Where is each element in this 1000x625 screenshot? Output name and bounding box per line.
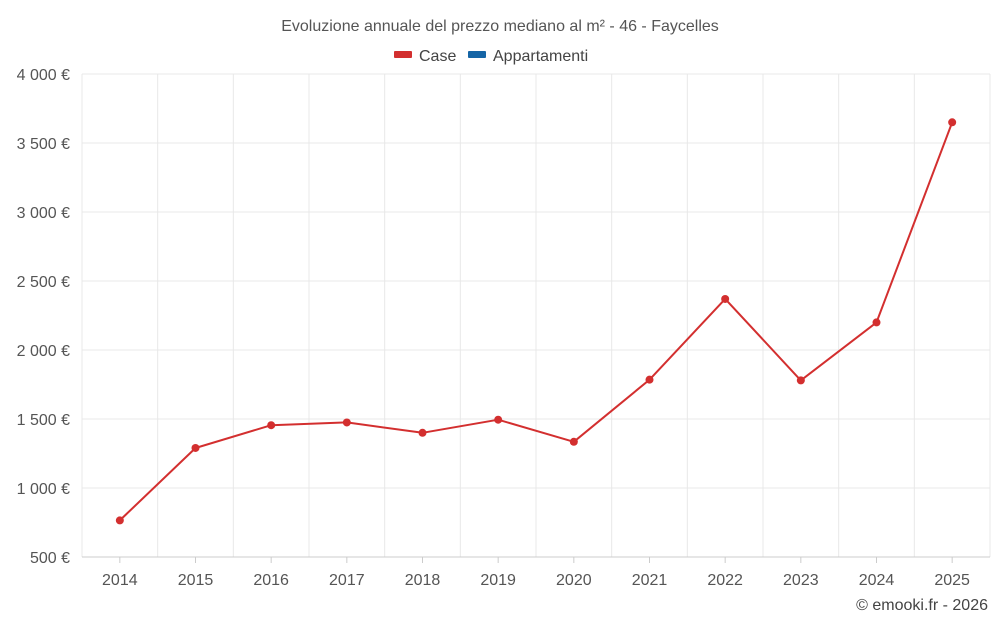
x-tick-label: 2020 <box>556 572 592 589</box>
y-tick-label: 3 500 € <box>17 136 70 153</box>
y-axis-ticks: 500 € 1 000 € 1 500 € 2 000 € 2 500 € 3 000 €… <box>17 67 70 567</box>
x-tick-label: 2015 <box>178 572 214 589</box>
legend-label-case: Case <box>419 48 456 65</box>
y-tick-label: 2 500 € <box>17 274 70 291</box>
y-tick-label: 500 € <box>30 550 70 567</box>
series-line-case <box>119 121 954 522</box>
data-point[interactable] <box>796 376 805 385</box>
y-tick-label: 4 000 € <box>17 67 70 84</box>
legend-swatch-case <box>394 51 412 58</box>
legend-swatch-appartamenti <box>468 51 486 58</box>
x-tick-label: 2017 <box>329 572 365 589</box>
data-point[interactable] <box>342 418 351 427</box>
x-tick-label: 2024 <box>859 572 895 589</box>
data-point[interactable] <box>494 415 503 424</box>
data-point[interactable] <box>191 443 200 452</box>
y-tick-label: 3 000 € <box>17 205 70 222</box>
x-tick-label: 2023 <box>783 572 819 589</box>
data-point[interactable] <box>115 516 124 525</box>
legend-item-case[interactable]: Case <box>394 48 456 65</box>
chart-title: Evoluzione annuale del prezzo mediano al… <box>281 18 719 35</box>
data-point[interactable] <box>645 375 654 384</box>
data-point[interactable] <box>872 318 881 327</box>
x-tick-label: 2018 <box>405 572 441 589</box>
x-tick-label: 2014 <box>102 572 138 589</box>
y-tick-label: 1 500 € <box>17 412 70 429</box>
x-tick-label: 2021 <box>632 572 668 589</box>
credit-text: © emooki.fr - 2026 <box>856 597 988 614</box>
x-gridlines <box>81 74 991 557</box>
data-point[interactable] <box>418 428 427 437</box>
data-point[interactable] <box>721 294 730 303</box>
x-tick-label: 2019 <box>480 572 516 589</box>
x-tick-label: 2016 <box>253 572 289 589</box>
legend-label-appartamenti: Appartamenti <box>493 48 588 65</box>
series-lines <box>115 118 957 525</box>
data-point[interactable] <box>569 437 578 446</box>
data-point[interactable] <box>267 421 276 430</box>
x-axis <box>82 556 990 563</box>
data-point[interactable] <box>948 118 957 127</box>
y-tick-label: 2 000 € <box>17 343 70 360</box>
legend-item-appartamenti[interactable]: Appartamenti <box>468 48 588 65</box>
x-axis-ticks: 2014 2015 2016 2017 2018 2019 2020 2021 2022 2023… <box>102 572 970 589</box>
y-tick-label: 1 000 € <box>17 481 70 498</box>
x-tick-label: 2022 <box>707 572 743 589</box>
legend: Case Appartamenti <box>394 48 588 65</box>
x-tick-label: 2025 <box>934 572 970 589</box>
